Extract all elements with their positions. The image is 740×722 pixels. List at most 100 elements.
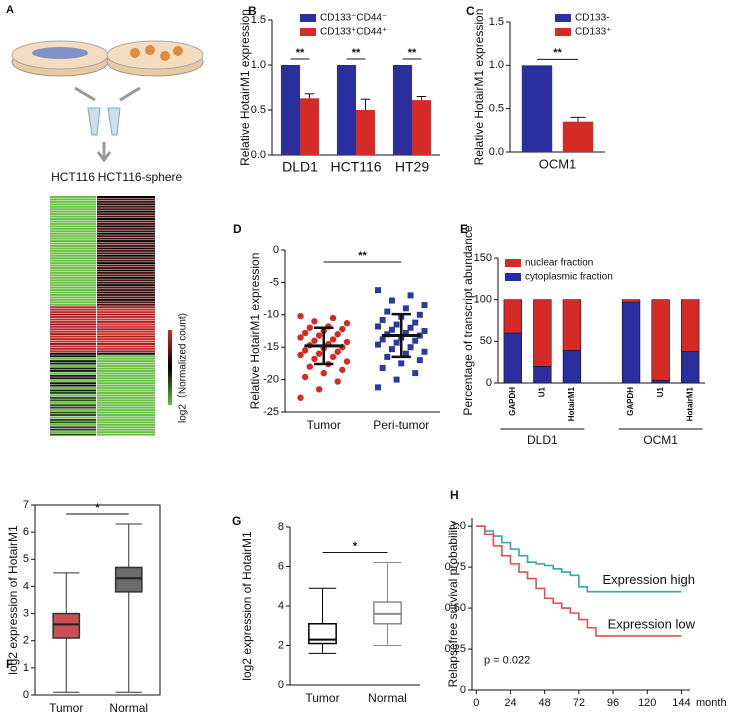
point xyxy=(329,314,337,322)
point xyxy=(393,339,400,346)
heat-row xyxy=(97,286,155,289)
heat-row xyxy=(97,222,155,225)
bar-segment xyxy=(681,351,700,384)
point xyxy=(379,336,386,343)
panel-letter: G xyxy=(232,514,241,528)
point xyxy=(407,292,414,299)
heat-row xyxy=(97,289,155,292)
heatmap xyxy=(50,196,155,436)
heat-row xyxy=(97,308,155,311)
heat-row xyxy=(97,369,155,372)
heat-row xyxy=(97,220,155,223)
heat-row xyxy=(50,276,96,279)
y-tick-label: 150 xyxy=(474,252,492,264)
column-label: HCT116 xyxy=(51,170,95,184)
point xyxy=(315,332,323,339)
bar xyxy=(300,98,320,155)
heat-row xyxy=(50,416,96,419)
heat-row xyxy=(50,259,96,262)
bar-segment xyxy=(621,301,641,384)
y-tick-label: 2 xyxy=(23,635,29,647)
heat-row xyxy=(97,357,155,360)
panel-letter: D xyxy=(233,222,242,236)
point xyxy=(384,353,391,360)
heat-row xyxy=(50,267,96,269)
y-axis-label: log2 expression of HotairM1 xyxy=(240,531,254,681)
group-label: OCM1 xyxy=(643,433,678,447)
sphere xyxy=(173,46,183,56)
heat-row xyxy=(50,225,96,228)
point xyxy=(329,336,337,343)
y-tick-label: -20 xyxy=(263,374,279,386)
heat-row xyxy=(50,242,96,245)
bar xyxy=(392,65,412,155)
point xyxy=(388,346,395,353)
panel-letter: C xyxy=(466,4,475,18)
color-scale-label: log2（Normalized count) xyxy=(177,313,189,423)
heat-row xyxy=(50,237,96,240)
point xyxy=(339,325,346,333)
heat-row xyxy=(97,298,155,301)
panel-letter: A xyxy=(6,4,14,16)
heat-row xyxy=(97,382,155,385)
point xyxy=(416,311,423,318)
x-tick-label: 72 xyxy=(573,697,585,709)
heat-row xyxy=(50,301,96,304)
annotation: ** xyxy=(352,47,361,59)
heat-row xyxy=(50,222,96,225)
point xyxy=(343,358,351,365)
bar-segment xyxy=(562,299,582,351)
y-axis-label: log2 expression of HotairM1 xyxy=(6,525,20,675)
heat-row xyxy=(97,269,155,272)
heat-row xyxy=(97,276,155,279)
y-tick-label: -25 xyxy=(263,406,279,418)
point xyxy=(301,329,309,337)
heat-row xyxy=(97,262,155,265)
heat-row xyxy=(97,318,155,321)
y-tick-label: 2 xyxy=(278,639,284,651)
heat-row xyxy=(50,254,96,257)
y-tick-label: 0.25 xyxy=(445,643,466,655)
heat-row xyxy=(50,414,96,416)
y-tick-label: 8 xyxy=(278,521,284,533)
heat-row xyxy=(97,396,155,399)
heat-row xyxy=(97,411,155,414)
arrow xyxy=(119,86,141,102)
heat-row xyxy=(50,257,96,260)
x-tick-label: U1 xyxy=(537,386,546,397)
heat-row xyxy=(50,382,96,385)
point xyxy=(421,348,428,355)
heat-row xyxy=(50,271,96,274)
heat-row xyxy=(97,330,155,333)
heat-row xyxy=(50,328,96,331)
heat-row xyxy=(97,240,155,243)
point xyxy=(412,370,419,377)
y-tick-label: 0.5 xyxy=(251,104,266,116)
heat-row xyxy=(97,347,155,350)
x-tick-label: GAPDH xyxy=(626,387,635,416)
annotation: p = 0.022 xyxy=(484,654,530,666)
y-axis-label: Percentage of transcript abundance xyxy=(461,225,475,415)
heat-row xyxy=(97,431,155,434)
x-tick-label: 48 xyxy=(539,697,551,709)
heat-row xyxy=(50,252,96,255)
heat-row xyxy=(97,328,155,331)
heat-row xyxy=(50,365,96,367)
heat-row xyxy=(97,208,155,211)
point xyxy=(375,287,381,294)
heat-row xyxy=(97,343,155,345)
heat-row xyxy=(50,320,96,323)
heat-row xyxy=(50,406,96,409)
heat-row xyxy=(97,301,155,304)
heat-row xyxy=(50,218,96,220)
point xyxy=(297,351,304,359)
heat-row xyxy=(50,200,96,203)
heat-row xyxy=(50,198,96,201)
heat-row xyxy=(50,431,96,434)
panel-a-diagram: A HCT116 HCT116-sphere log2（Normalized c… xyxy=(6,4,204,436)
point xyxy=(297,394,304,401)
point xyxy=(398,360,405,367)
heat-row xyxy=(50,215,96,218)
heat-row xyxy=(50,213,96,216)
y-tick-label: 4 xyxy=(278,600,284,612)
